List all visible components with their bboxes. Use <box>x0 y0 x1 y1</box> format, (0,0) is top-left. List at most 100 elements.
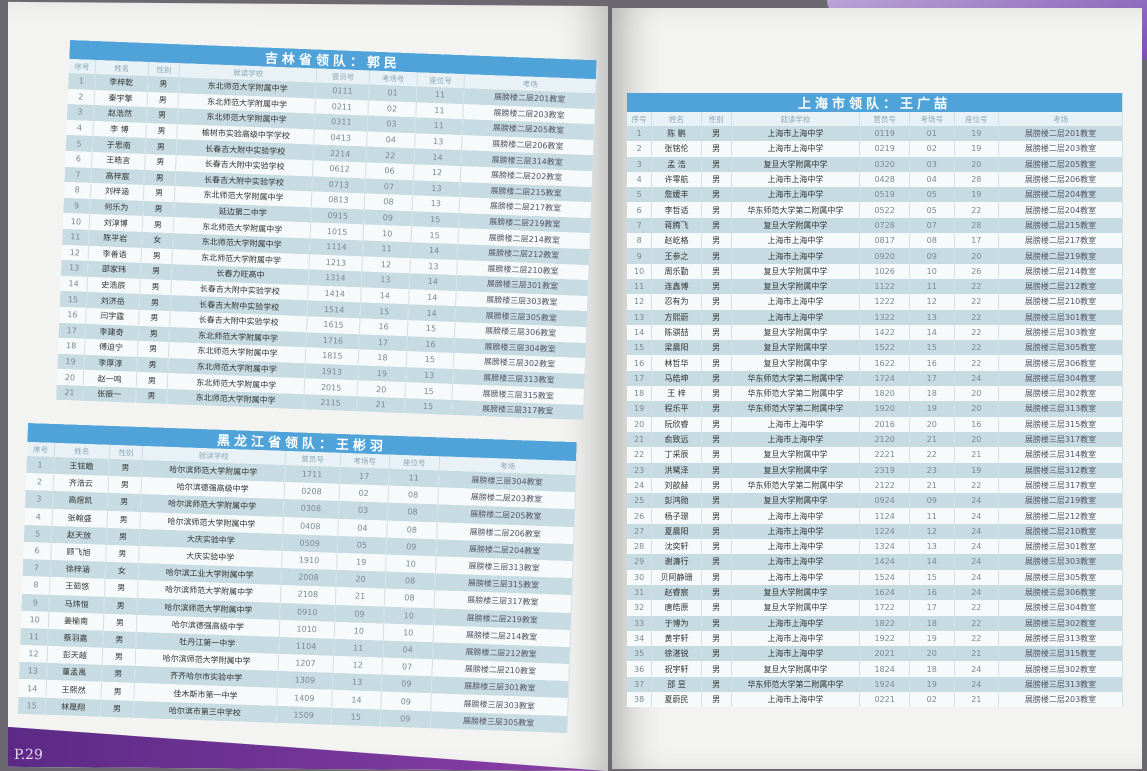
cell-index: 7 <box>22 559 51 578</box>
cell-seat-no: 13 <box>409 257 458 276</box>
cell-camper-id: 0208 <box>283 482 340 502</box>
cell-camper-id: 1524 <box>859 569 910 585</box>
cell-index: 26 <box>627 508 653 524</box>
cell-index: 5 <box>65 135 93 152</box>
cell-school: 上海市上海中学 <box>731 554 861 570</box>
cell-name: 程乐平 <box>651 401 702 417</box>
cell-exam-hall-no: 05 <box>909 202 955 218</box>
cell-exam-room: 展膀楼三层301教室 <box>998 309 1123 325</box>
table-row: 30 贝阿静珊男上海市上海中学 1524 15 24 展膀楼三层305教室 <box>627 569 1123 585</box>
column-header-exam-room: 考场 <box>998 112 1123 126</box>
cell-camper-id: 1422 <box>859 324 910 341</box>
table-row: 27 夏晨阳男上海市上海中学 1224 12 24 展膀楼二层210教室 <box>627 523 1123 540</box>
cell-seat-no: 22 <box>954 615 1000 631</box>
cell-exam-room: 展膀楼二层206教室 <box>998 171 1123 188</box>
cell-gender: 男 <box>106 510 141 529</box>
cell-seat-no: 13 <box>411 195 460 213</box>
cell-camper-id: 1922 <box>859 630 910 647</box>
cell-index: 11 <box>62 228 90 246</box>
cell-exam-hall-no: 12 <box>909 294 955 310</box>
cell-school: 复旦大学附属中学 <box>731 355 861 371</box>
cell-exam-room: 展膀楼二层212教室 <box>998 508 1123 524</box>
cell-gender: 男 <box>145 122 178 140</box>
cell-name: 刘歆赫 <box>651 477 702 494</box>
cell-camper-id: 2122 <box>859 477 910 494</box>
cell-camper-id: 1122 <box>859 278 910 295</box>
cell-seat-no: 15 <box>405 351 454 369</box>
cell-exam-hall-no: 22 <box>366 146 415 165</box>
cell-exam-hall-no: 17 <box>339 466 390 486</box>
cell-index: 2 <box>67 88 95 106</box>
cell-seat-no: 17 <box>954 233 1000 249</box>
cell-exam-hall-no: 21 <box>909 431 955 448</box>
cell-exam-hall-no: 09 <box>909 248 955 264</box>
cell-exam-room: 展膀楼三层315教室 <box>998 416 1123 432</box>
cell-index: 6 <box>23 541 52 561</box>
cell-seat-no: 16 <box>406 335 455 354</box>
cell-gender: 男 <box>142 200 175 218</box>
cell-gender: 男 <box>143 169 176 187</box>
table-row: 19 程乐平男华东师范大学第二附属中学 1920 19 20 展膀楼三层313教室 <box>627 401 1123 417</box>
cell-index: 17 <box>58 322 86 339</box>
cell-camper-id: 0924 <box>859 493 910 509</box>
cell-seat-no: 24 <box>954 661 1000 677</box>
cell-camper-id: 0920 <box>859 248 910 264</box>
cell-exam-hall-no: 21 <box>909 477 955 494</box>
cell-seat-no: 22 <box>954 600 1000 616</box>
cell-index: 5 <box>23 524 52 543</box>
cell-exam-hall-no: 23 <box>909 462 955 478</box>
cell-index: 36 <box>627 661 653 677</box>
cell-exam-room: 展膀楼三层315教室 <box>998 646 1123 662</box>
cell-name: 夏蔚民 <box>651 691 702 708</box>
cell-exam-hall-no: 10 <box>363 224 412 243</box>
cell-index: 9 <box>627 248 653 264</box>
cell-school: 华东师范大学第二附属中学 <box>731 202 861 218</box>
table-row: 16 林哲华男复旦大学附属中学 1622 16 22 展膀楼三层306教室 <box>627 355 1123 371</box>
cell-school: 复旦大学附属中学 <box>731 584 861 601</box>
cell-index: 15 <box>17 696 46 715</box>
cell-name: 林晟翔 <box>45 697 101 717</box>
cell-seat-no: 08 <box>385 571 436 591</box>
cell-camper-id: 2108 <box>280 585 336 605</box>
cell-gender: 男 <box>701 156 732 172</box>
column-header-school: 就读学校 <box>731 112 861 126</box>
cell-index: 20 <box>627 416 653 432</box>
cell-camper-id: 1509 <box>275 705 332 725</box>
cell-index: 13 <box>19 662 48 681</box>
cell-camper-id: 0428 <box>859 171 910 188</box>
cell-exam-hall-no: 02 <box>338 484 389 503</box>
cell-exam-room: 展膀楼三层317教室 <box>998 431 1123 448</box>
table-row: 35 徐湛锐男上海市上海中学 2021 20 21 展膀楼三层315教室 <box>627 646 1123 662</box>
cell-exam-hall-no: 15 <box>330 707 381 727</box>
cell-exam-hall-no: 20 <box>909 416 955 432</box>
cell-camper-id: 2120 <box>859 431 910 448</box>
cell-camper-id: 1104 <box>278 636 334 656</box>
cell-gender: 男 <box>136 356 169 374</box>
cell-seat-no: 09 <box>386 537 437 557</box>
cell-camper-id: 0408 <box>282 516 339 536</box>
cell-seat-no: 12 <box>413 164 462 182</box>
cell-index: 14 <box>627 324 653 341</box>
cell-index: 8 <box>63 182 91 199</box>
shanghai-table-title: 上海市领队：王广喆 <box>627 93 1123 112</box>
cell-name: 彭天越 <box>47 645 103 665</box>
cell-exam-hall-no: 12 <box>909 523 955 540</box>
cell-exam-hall-no: 10 <box>909 263 955 279</box>
cell-name: 王 梓 <box>651 386 702 402</box>
cell-name: 蒋腾飞 <box>651 217 702 234</box>
table-row: 20 阮欣睿男上海市上海中学 2016 20 16 展膀楼三层315教室 <box>627 416 1123 432</box>
cell-exam-hall-no: 08 <box>364 193 413 211</box>
cell-school: 上海市上海中学 <box>731 416 861 432</box>
cell-seat-no: 22 <box>954 202 1000 218</box>
table-row: 14 陈骐喆男复旦大学附属中学 1422 14 22 展膀楼三层303教室 <box>627 324 1123 341</box>
cell-school: 上海市上海中学 <box>731 187 861 203</box>
cell-gender: 男 <box>701 676 732 692</box>
cell-name: 蔡羽嘉 <box>47 628 104 648</box>
cell-camper-id: 1724 <box>859 370 910 387</box>
cell-exam-room: 展膀楼二层217教室 <box>998 233 1123 249</box>
table-row: 12 忍有为男上海市上海中学 1222 12 22 展膀楼二层210教室 <box>627 294 1123 310</box>
cell-index: 3 <box>66 104 94 121</box>
shanghai-roster-table: 上海市领队：王广喆 序号 姓名 性别 就读学校 营员号 考场号 座位号 考场 1 陈 鹏男上海市上海… <box>627 93 1123 708</box>
cell-index: 33 <box>627 615 653 631</box>
column-header-index: 序号 <box>68 58 96 74</box>
